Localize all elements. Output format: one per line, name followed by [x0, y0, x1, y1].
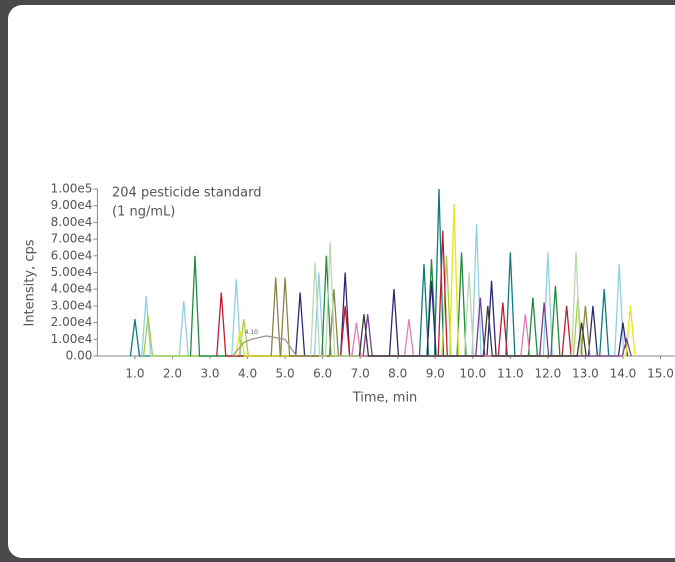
y-tick-label: 5.00e4: [51, 265, 93, 279]
x-tick-label: 4.0: [238, 367, 257, 381]
y-tick-label: 7.00e4: [51, 232, 93, 246]
y-tick-label: 8.00e4: [51, 215, 93, 229]
x-axis-label: Time, min: [352, 391, 418, 406]
trace: [270, 277, 591, 357]
trace: [232, 335, 297, 357]
chart-subtitle: (1 ng/mL): [112, 205, 175, 220]
trace: [294, 272, 629, 357]
trace: [234, 204, 636, 357]
y-tick-label: 9.00e4: [51, 198, 93, 212]
x-tick-label: 9.0: [426, 367, 445, 381]
trace: [358, 305, 587, 357]
y-tick-label: 1.00e5: [51, 182, 93, 196]
x-tick-label: 13.0: [572, 367, 599, 381]
x-tick-label: 3.0: [200, 367, 219, 381]
x-tick-label: 14.0: [610, 367, 637, 381]
y-tick-label: 6.00e4: [51, 248, 93, 262]
trace: [351, 314, 531, 357]
x-tick-label: 2.0: [163, 367, 182, 381]
x-tick-label: 12.0: [535, 367, 562, 381]
trace: [141, 224, 625, 357]
x-tick-label: 8.0: [388, 367, 407, 381]
trace: [142, 255, 584, 357]
x-tick-label: 5.0: [276, 367, 295, 381]
y-tick-label: 3.00e4: [51, 298, 93, 312]
x-tick-label: 10.0: [459, 367, 486, 381]
y-tick-label: 2.00e4: [51, 315, 93, 329]
card: [8, 5, 675, 558]
chart-title: 204 pesticide standard: [112, 186, 261, 201]
x-tick-label: 6.0: [313, 367, 332, 381]
y-tick-label: 4.00e4: [51, 282, 93, 296]
x-tick-label: 1.0: [125, 367, 144, 381]
y-axis-label: Intensity, cps: [23, 239, 38, 326]
x-tick-label: 11.0: [497, 367, 524, 381]
x-tick-label: 7.0: [351, 367, 370, 381]
x-tick-label: 15.0: [647, 367, 674, 381]
annotation: 4.10: [245, 329, 259, 336]
y-tick-label: 1.00e4: [51, 332, 93, 346]
y-tick-label: 0.00: [66, 349, 93, 363]
